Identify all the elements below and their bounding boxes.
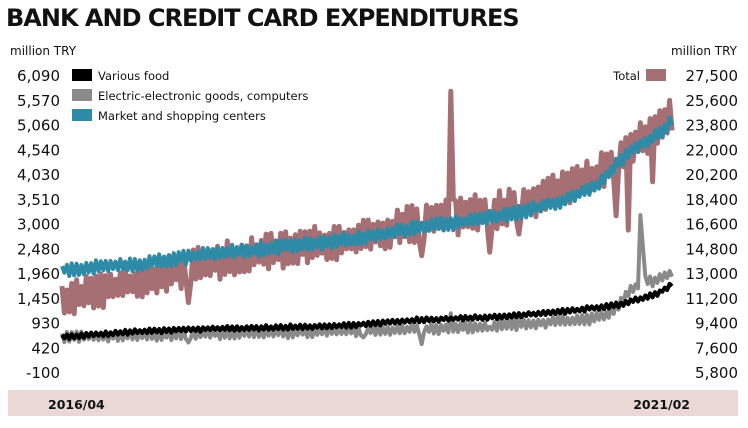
- left-tick-label: 3,510: [17, 191, 60, 209]
- right-axis-ticks: 27,500 25,600 23,800 22,000 20,200 18,400 16,6…: [686, 67, 739, 382]
- x-end-label: 2021/02: [633, 397, 690, 412]
- left-axis-ticks: 6,090 5,570 5,060 4,540 4,030 3,510 3,000 2,480…: [17, 67, 60, 382]
- legend: Various food Electric-electronic goods, …: [72, 69, 666, 123]
- right-tick-label: 9,400: [695, 315, 738, 333]
- legend-label-electronics: Electric-electronic goods, computers: [98, 89, 308, 103]
- legend-swatch-various-food: [72, 69, 92, 81]
- legend-swatch-total: [646, 69, 666, 81]
- left-tick-label: 5,060: [17, 117, 60, 135]
- x-axis-band: [8, 390, 738, 416]
- left-axis-unit: million TRY: [10, 44, 77, 58]
- right-axis-unit: million TRY: [671, 44, 738, 58]
- right-tick-label: 25,600: [686, 92, 739, 110]
- series-line-various-food: [60, 281, 674, 342]
- series-layer: [59, 88, 675, 347]
- left-tick-label: 4,540: [17, 141, 60, 159]
- left-tick-label: 2,480: [17, 240, 60, 258]
- right-tick-label: 16,600: [686, 216, 739, 234]
- right-tick-label: 5,800: [695, 364, 738, 382]
- right-tick-label: 22,000: [686, 141, 739, 159]
- left-tick-label: 4,030: [17, 166, 60, 184]
- left-tick-label: 6,090: [17, 67, 60, 85]
- right-tick-label: 20,200: [686, 166, 739, 184]
- legend-swatch-market: [72, 109, 92, 121]
- legend-label-various-food: Various food: [98, 69, 169, 83]
- right-tick-label: 13,000: [686, 265, 739, 283]
- left-tick-label: 1,960: [17, 265, 60, 283]
- series-line-market: [60, 115, 674, 278]
- left-tick-label: 5,570: [17, 92, 60, 110]
- left-tick-label: 420: [31, 339, 60, 357]
- right-tick-label: 27,500: [686, 67, 739, 85]
- right-tick-label: 11,200: [686, 290, 739, 308]
- legend-swatch-electronics: [72, 89, 92, 101]
- left-tick-label: 3,000: [17, 216, 60, 234]
- x-start-label: 2016/04: [48, 397, 105, 412]
- right-tick-label: 18,400: [686, 191, 739, 209]
- series-line-total: [59, 88, 675, 317]
- left-tick-label: 930: [31, 315, 60, 333]
- legend-label-market: Market and shopping centers: [98, 109, 266, 123]
- right-tick-label: 23,800: [686, 117, 739, 135]
- right-tick-label: 7,600: [695, 339, 738, 357]
- left-tick-label: -100: [26, 364, 60, 382]
- chart-title: BANK AND CREDIT CARD EXPENDITURES: [6, 4, 520, 32]
- right-tick-label: 14,800: [686, 240, 739, 258]
- left-tick-label: 1,450: [17, 290, 60, 308]
- legend-label-total: Total: [612, 69, 640, 83]
